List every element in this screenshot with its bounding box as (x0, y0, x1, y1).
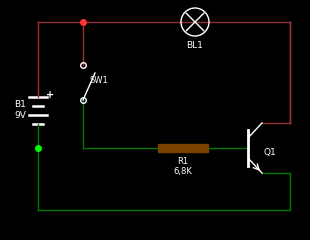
Bar (158, 144, 208, 152)
Text: R1
6,8K: R1 6,8K (174, 157, 193, 176)
Text: BL1: BL1 (187, 41, 203, 50)
Text: SW1: SW1 (89, 76, 108, 85)
Text: Q1: Q1 (264, 149, 277, 157)
Text: B1
9V: B1 9V (14, 100, 26, 120)
Text: +: + (46, 90, 54, 100)
